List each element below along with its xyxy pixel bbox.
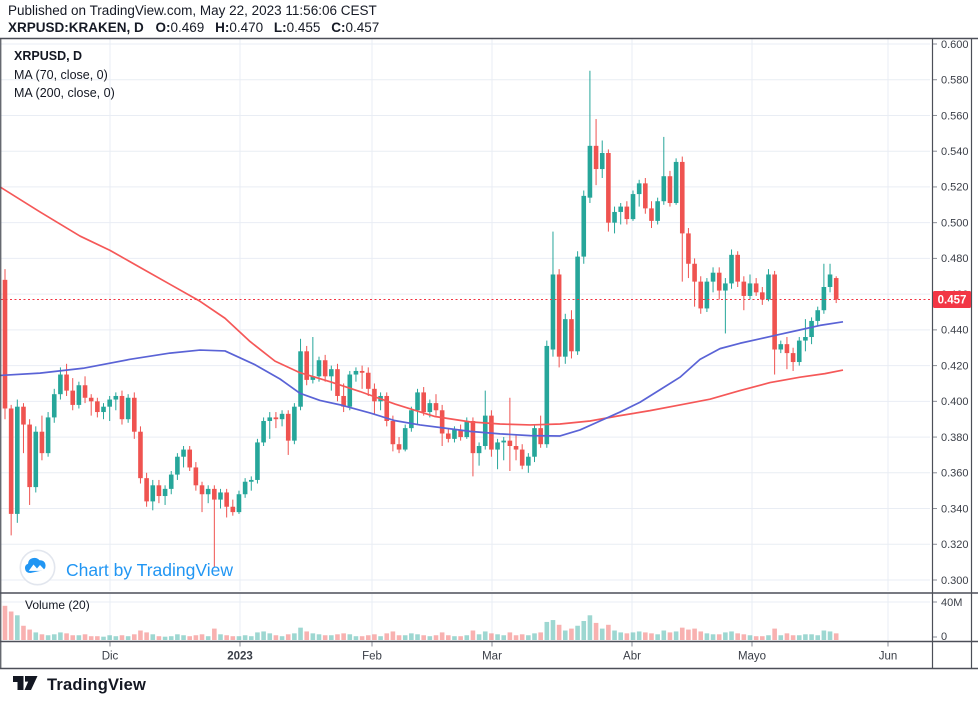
- svg-text:0.580: 0.580: [941, 75, 969, 87]
- tradingview-cloud-icon: [19, 549, 56, 591]
- svg-text:0.400: 0.400: [941, 396, 969, 408]
- ohlc-close: C:0.457: [331, 20, 380, 35]
- svg-text:0.480: 0.480: [941, 253, 969, 265]
- svg-text:0.380: 0.380: [941, 432, 969, 444]
- svg-text:0.560: 0.560: [941, 110, 969, 122]
- svg-text:0.360: 0.360: [941, 468, 969, 480]
- ohlc-high: H:0.470: [215, 20, 264, 35]
- ma70-line: [0, 320, 844, 437]
- svg-text:Abr: Abr: [623, 651, 641, 663]
- svg-text:0.420: 0.420: [941, 360, 969, 372]
- tradingview-logo-icon: [13, 675, 39, 696]
- legend-symbol: XRPUSD, D: [14, 49, 83, 63]
- moving-averages: [0, 186, 844, 437]
- svg-text:0.540: 0.540: [941, 146, 969, 158]
- chart-gridlines: [1, 39, 930, 640]
- volume-indicator-label: Volume (20): [25, 598, 90, 612]
- price-scale-axis[interactable]: 0.6000.5800.5600.5400.5200.5000.4800.460…: [933, 39, 969, 643]
- svg-text:0.457: 0.457: [938, 294, 967, 306]
- svg-text:Mayo: Mayo: [738, 651, 766, 663]
- tradingview-watermark-link[interactable]: Chart by TradingView: [19, 549, 233, 591]
- svg-text:Dic: Dic: [102, 651, 119, 663]
- svg-text:0.340: 0.340: [941, 503, 969, 515]
- brand-label: TradingView: [47, 676, 147, 694]
- tradingview-brand-link[interactable]: TradingView: [13, 675, 146, 696]
- watermark-label: Chart by TradingView: [66, 559, 233, 580]
- symbol-ohlc-line: XRPUSD:KRAKEN, D O:0.469 H:0.470 L:0.455…: [8, 20, 386, 35]
- svg-text:2023: 2023: [227, 651, 253, 663]
- candlestick-series: [2, 70, 839, 568]
- svg-text:0.520: 0.520: [941, 182, 969, 194]
- svg-text:Mar: Mar: [482, 651, 502, 663]
- svg-text:0.500: 0.500: [941, 217, 969, 229]
- published-line: Published on TradingView.com, May 22, 20…: [8, 3, 377, 18]
- ohlc-open: O:0.469: [155, 20, 205, 35]
- svg-text:Feb: Feb: [362, 651, 382, 663]
- volume-series: [2, 605, 839, 640]
- legend-ma70: MA (70, close, 0): [14, 67, 108, 82]
- ohlc-low: L:0.455: [273, 20, 321, 35]
- svg-text:Jun: Jun: [879, 651, 898, 663]
- svg-text:0.300: 0.300: [941, 575, 969, 587]
- symbol-name: XRPUSD:KRAKEN, D: [8, 20, 144, 35]
- chart-legend: XRPUSD, D MA (70, close, 0) MA (200, clo…: [14, 47, 115, 103]
- svg-text:0.320: 0.320: [941, 539, 969, 551]
- legend-ma200: MA (200, close, 0): [14, 86, 115, 100]
- ma200-line: [0, 186, 844, 426]
- time-scale-axis[interactable]: Dic 2023 Feb Mar Abr Mayo Jun: [102, 642, 898, 663]
- svg-text:0.600: 0.600: [941, 39, 969, 51]
- svg-text:40M: 40M: [941, 597, 962, 609]
- svg-text:0.440: 0.440: [941, 325, 969, 337]
- last-price-badge: 0.457: [933, 290, 971, 308]
- pane-borders: [0, 37, 978, 670]
- svg-text:0: 0: [941, 631, 947, 643]
